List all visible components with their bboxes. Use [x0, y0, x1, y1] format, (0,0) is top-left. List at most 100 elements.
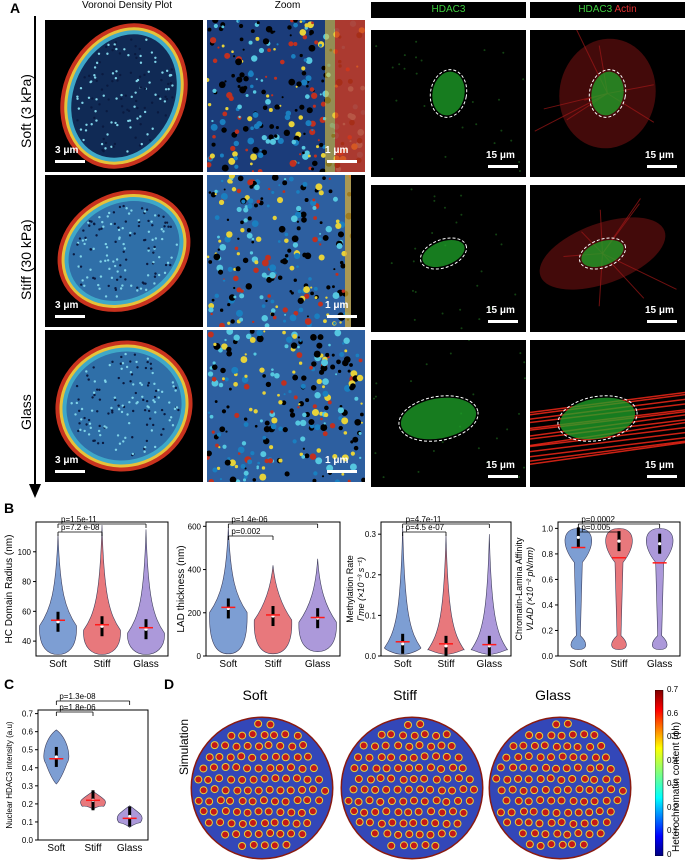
scalebar-r1-c0 — [55, 315, 85, 318]
panel-b-letter: B — [4, 500, 15, 516]
x-tick-label-glass: Glass — [117, 843, 143, 854]
median-dot — [128, 814, 132, 819]
scalebar-r2-c1 — [327, 470, 357, 473]
chart-hdac3-intensity: 0.0 0.1 0.2 0.3 0.4 0.5 0.6 0.7 Soft Stiff Glass p=… — [5, 692, 149, 854]
violin-soft — [39, 533, 77, 655]
scalelabel-r2-c0: 3 μm — [55, 455, 79, 466]
colorbar-tick-label: 0.7 — [667, 685, 679, 694]
colorbar — [655, 690, 664, 856]
image-r1-c1 — [207, 175, 365, 327]
stiffness-arrow — [29, 16, 41, 498]
y-tick-label: 80 — [22, 578, 31, 587]
violin-soft — [209, 526, 248, 655]
actin-label: Actin — [614, 4, 637, 15]
p-value: p=7.2 e-08 — [61, 523, 100, 532]
scalelabel-r1-c3: 15 μm — [645, 305, 674, 316]
sim-disk-soft — [190, 716, 334, 860]
sim-title-stiff: Stiff — [393, 687, 417, 703]
y-axis-label-2: Γme (×10⁻³ s⁻¹) — [356, 557, 366, 621]
y-tick-label: 0 — [197, 652, 202, 661]
p-value: p=4.7e-11 — [406, 515, 442, 524]
image-r2-c1 — [207, 330, 365, 482]
row-label-soft: Soft (3 kPa) — [18, 74, 34, 148]
sim-disk-glass — [488, 716, 632, 860]
colorbar-tick-label: 0.4 — [667, 755, 679, 765]
p-value: p=0.005 — [581, 523, 611, 532]
scalelabel-r0-c3: 15 μm — [645, 150, 674, 161]
y-tick-label: 0.3 — [22, 782, 34, 791]
colorbar-tick-label: 0 — [667, 849, 672, 859]
panel-c-letter: C — [4, 676, 15, 692]
scalelabel-r1-c2: 15 μm — [486, 305, 515, 316]
x-tick-label-soft: Soft — [47, 843, 65, 854]
x-tick-label-soft: Soft — [49, 659, 67, 670]
y-tick-label: 0.6 — [22, 728, 34, 737]
y-tick-label: 0.7 — [22, 710, 34, 719]
simulation-label: Simulation — [177, 718, 191, 775]
y-tick-label: 0.1 — [365, 611, 377, 620]
violin-soft — [564, 528, 592, 650]
hdac3-label: HDAC3 — [431, 4, 466, 15]
y-tick-label: 0.0 — [365, 652, 377, 661]
sim-title-glass: Glass — [535, 687, 571, 703]
x-tick-label-stiff: Stiff — [610, 659, 627, 670]
p-value: p=4.5 e-07 — [406, 523, 445, 532]
scalelabel-r2-c3: 15 μm — [645, 460, 674, 471]
plot-frame — [37, 709, 149, 841]
median-dot — [617, 539, 621, 543]
y-tick-label: 0.2 — [22, 800, 34, 809]
x-tick-label-stiff: Stiff — [264, 659, 281, 670]
image-r1-c3 — [530, 185, 685, 332]
chart-hc-domain-radius: 40 60 80 100 Soft Stiff Glass p=7.2 e-08p=1.5e-… — [4, 515, 169, 670]
p-value: p=0.0002 — [581, 515, 615, 524]
col-header-voronoi: Voronoi Density Plot — [81, 0, 173, 11]
image-r0-c2 — [371, 30, 526, 177]
x-tick-label-glass: Glass — [647, 659, 673, 670]
x-tick-label-glass: Glass — [477, 659, 503, 670]
image-r2-c2 — [371, 340, 526, 487]
y-tick-label: 60 — [22, 607, 31, 616]
image-r0-c0 — [45, 20, 203, 172]
scalebar-r1-c1 — [327, 315, 357, 318]
x-tick-label-stiff: Stiff — [93, 659, 110, 670]
hdac3-label-2: HDAC3 — [578, 4, 613, 15]
colorbar-tick-label: 0.2 — [667, 802, 679, 812]
sim-title-soft: Soft — [242, 687, 268, 703]
chart-methylation-rate: 0.0 0.1 0.2 0.3 Soft Stiff Glass p=4.5 e-07p=4.… — [345, 515, 512, 670]
scalebar-r0-c2 — [488, 165, 518, 168]
row-label-stiff: Stiff (30 kPa) — [18, 219, 34, 300]
image-r2-c0 — [45, 330, 203, 482]
violin-soft — [384, 526, 422, 655]
col-header-hdac3: HDAC3 — [371, 2, 526, 18]
p-value: p=0.002 — [231, 527, 261, 536]
colorbar-tick-label: 0.5 — [667, 732, 679, 741]
y-tick-label: 1.0 — [542, 524, 554, 533]
plot-frame — [205, 521, 341, 657]
violin-glass — [646, 528, 674, 650]
plot-frame — [557, 521, 681, 657]
violin-glass — [298, 558, 337, 652]
p-value: p=1.8e-06 — [59, 703, 96, 712]
scalelabel-r0-c1: 1 μm — [325, 145, 349, 156]
chart-chromatin-lamina-affinity: 0.0 0.2 0.4 0.6 0.8 1.0 Soft Stiff Glass p=0.005p… — [514, 515, 681, 670]
y-tick-label: 0.4 — [542, 601, 554, 610]
median-dot — [658, 542, 662, 546]
x-tick-label-soft: Soft — [394, 659, 412, 670]
y-axis-label: LAD thickness (nm) — [176, 545, 187, 632]
colorbar-tick-label: 0.6 — [667, 708, 679, 718]
y-axis-label: HC Domain Radius (nm) — [4, 535, 15, 644]
scalelabel-r0-c0: 3 μm — [55, 145, 79, 156]
scalelabel-r1-c0: 3 μm — [55, 300, 79, 311]
colorbar-tick-label: 0.3 — [667, 779, 679, 788]
image-r0-c1 — [207, 20, 365, 172]
plot-frame — [380, 521, 512, 657]
scalelabel-r2-c1: 1 μm — [325, 455, 349, 466]
image-r1-c2 — [371, 185, 526, 332]
colorbar-tick-label: 0.1 — [667, 826, 679, 835]
scalelabel-r2-c2: 15 μm — [486, 460, 515, 471]
scalebar-r1-c3 — [647, 320, 677, 323]
colorbar-label: Heterochromatin content (ϕh) — [671, 721, 682, 852]
violin-stiff — [83, 524, 121, 655]
scalelabel-r0-c2: 15 μm — [486, 150, 515, 161]
y-tick-label: 0.0 — [22, 836, 34, 845]
